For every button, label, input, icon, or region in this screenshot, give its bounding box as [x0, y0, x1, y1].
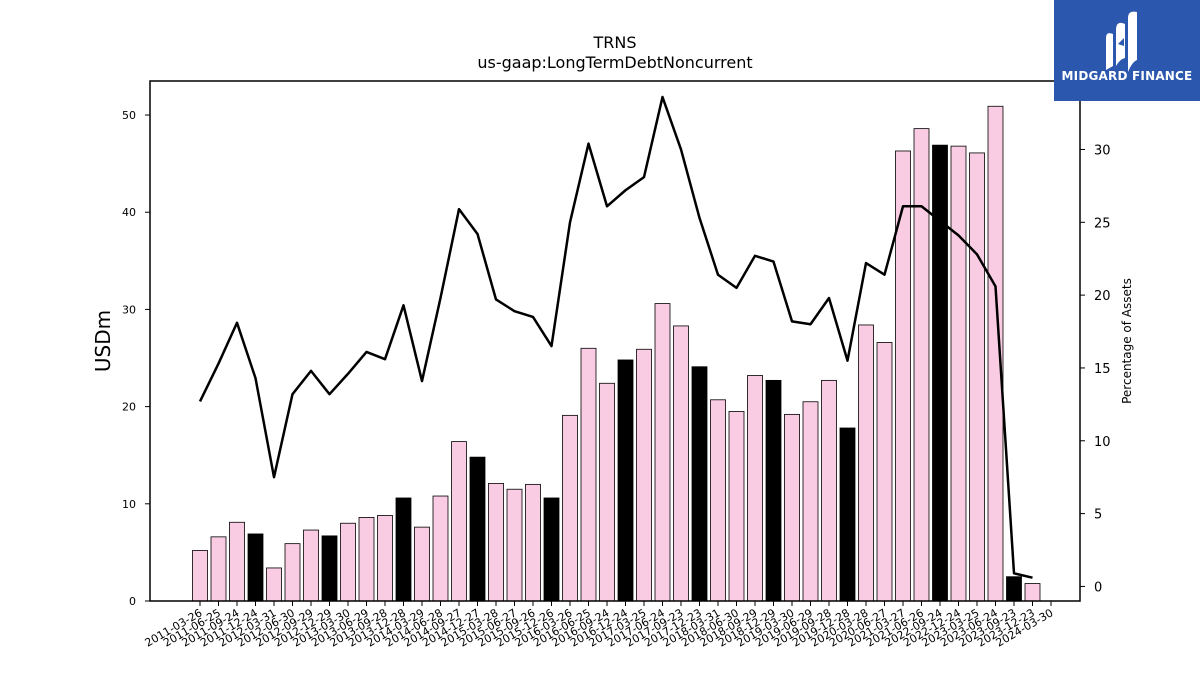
bar	[673, 325, 689, 602]
y2-axis-label: Percentage of Assets	[1120, 278, 1134, 404]
bar	[654, 303, 671, 602]
bar	[765, 379, 782, 602]
y-tick-label: 40	[122, 206, 136, 219]
brand-logo: MIDGARD FINANCE	[1054, 0, 1200, 101]
y-tick-label: 20	[122, 401, 136, 414]
logo-text: MIDGARD FINANCE	[1061, 69, 1193, 83]
bar	[969, 152, 985, 602]
bar	[414, 526, 430, 602]
y2-tick-label: 30	[1094, 143, 1111, 158]
bar	[192, 550, 208, 602]
bar	[469, 456, 486, 602]
y-axis-label: USDm	[91, 310, 115, 372]
y2-tick-label: 10	[1094, 435, 1111, 450]
bar	[303, 529, 319, 602]
bar	[247, 533, 264, 602]
y-tick-label: 10	[122, 498, 136, 511]
bar	[710, 399, 726, 602]
y2-tick-label: 5	[1094, 508, 1102, 523]
bar	[432, 495, 449, 602]
chart-title: TRNS	[593, 33, 637, 52]
bar	[543, 497, 560, 602]
y2-tick-label: 25	[1094, 216, 1111, 231]
bar	[617, 359, 634, 602]
bar	[599, 382, 615, 602]
bar	[210, 536, 227, 602]
chart-subtitle: us-gaap:LongTermDebtNoncurrent	[477, 53, 753, 72]
bar	[821, 379, 837, 602]
bar	[895, 150, 911, 602]
bar	[377, 515, 393, 602]
bar	[747, 375, 763, 602]
bar	[691, 366, 708, 602]
bar	[876, 342, 893, 602]
y2-tick-label: 0	[1094, 580, 1102, 595]
y-tick-label: 50	[122, 109, 136, 122]
plot-frame	[149, 80, 1081, 602]
bar	[284, 543, 301, 602]
bar	[340, 522, 356, 602]
bar	[932, 144, 948, 602]
bar	[506, 488, 523, 602]
bar	[358, 517, 375, 602]
bar	[950, 145, 967, 602]
bar	[525, 483, 541, 602]
bar	[784, 413, 800, 602]
bar	[858, 324, 874, 602]
bar	[229, 521, 245, 602]
bar	[636, 348, 652, 602]
bar	[266, 567, 282, 602]
y-tick-label: 30	[122, 303, 136, 316]
bar	[1024, 583, 1041, 602]
bar	[580, 347, 597, 602]
bar	[395, 497, 412, 602]
bar	[839, 427, 856, 602]
percentage-line	[198, 95, 1033, 579]
bar	[728, 411, 745, 602]
bar	[802, 401, 819, 602]
bar	[321, 535, 338, 602]
bar	[562, 414, 578, 602]
y2-tick-label: 20	[1094, 289, 1111, 304]
bar	[488, 482, 504, 602]
y-tick-label: 0	[129, 595, 136, 608]
bar	[1006, 576, 1022, 602]
y2-tick-label: 15	[1094, 362, 1111, 377]
midgard-logo-icon	[1106, 11, 1137, 73]
bar	[451, 441, 467, 602]
bar	[913, 128, 930, 602]
